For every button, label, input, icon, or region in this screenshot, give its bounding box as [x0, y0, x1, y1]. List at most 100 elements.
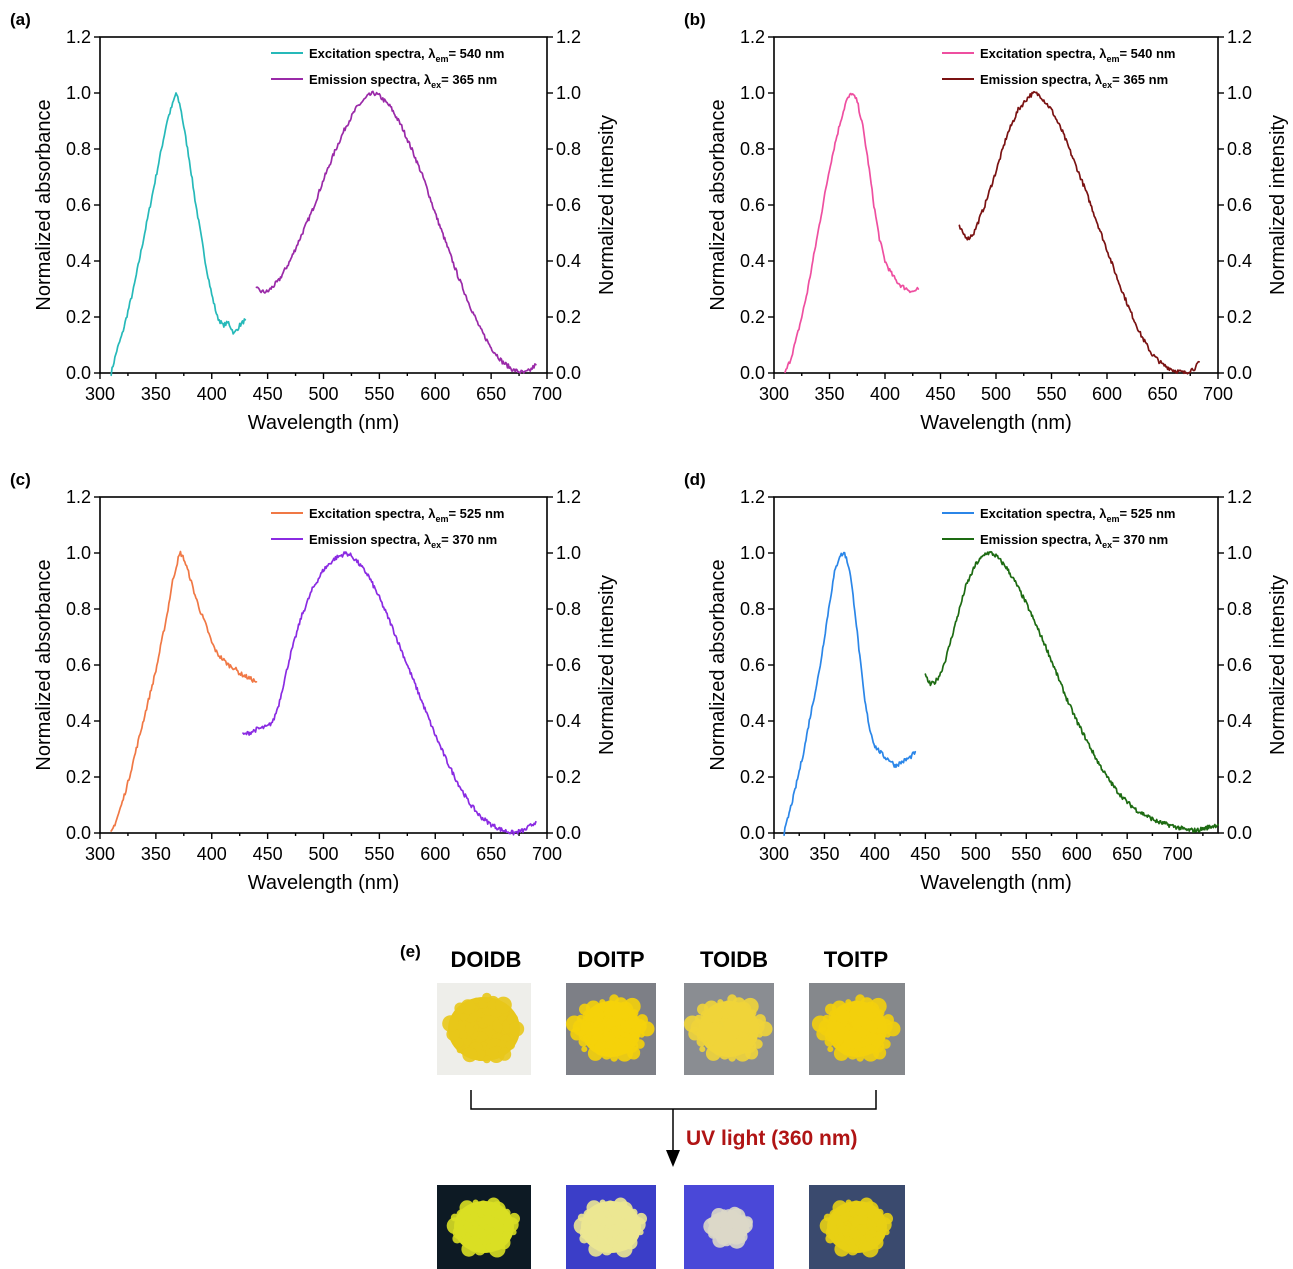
x-tick-label: 550	[364, 844, 394, 864]
y-tick-label-right: 0.6	[556, 655, 581, 675]
powder-grain	[861, 1240, 879, 1258]
y-tick-label-left: 0.2	[740, 767, 765, 787]
legend-entry: Excitation spectra, λem= 525 nm	[309, 506, 504, 524]
powder-grain	[683, 1015, 701, 1033]
sample-name-doidb: DOIDB	[451, 947, 522, 972]
legend-entry: Excitation spectra, λem= 540 nm	[309, 46, 504, 64]
powder-grain	[834, 1241, 850, 1257]
excitation-series-line	[110, 92, 247, 377]
x-tick-label: 650	[476, 844, 506, 864]
y-tick-label-right: 0.2	[556, 307, 581, 327]
uv-light-label: UV light (360 nm)	[686, 1127, 858, 1150]
y-tick-label-left: 0.6	[740, 195, 765, 215]
powder-grain	[856, 1053, 864, 1062]
powder-grain	[707, 1217, 716, 1226]
y-tick-label-right: 0.0	[1227, 823, 1252, 843]
powder-grain	[635, 1212, 647, 1225]
powder-grain	[743, 1227, 750, 1234]
excitation-series-line	[783, 551, 917, 837]
powder-grain	[696, 1037, 707, 1047]
powder-grain	[599, 999, 606, 1006]
powder-grain	[614, 1197, 628, 1211]
y-tick-label-left: 0.6	[740, 655, 765, 675]
powder-grain	[741, 997, 759, 1015]
powder-grain	[885, 1021, 901, 1037]
powder-grain	[819, 1217, 837, 1235]
y-tick-label-right: 1.0	[1227, 83, 1252, 103]
chart-panel-d: (d) 300 350 400 450 500 550 600 650 700 0.0 0.0 0.2 0…	[684, 470, 1289, 894]
y-tick-label-left: 0.6	[66, 195, 91, 215]
bracket-line	[470, 1090, 877, 1110]
powder-grain	[505, 1040, 516, 1050]
x-tick-label: 550	[364, 384, 394, 404]
powder-grain	[508, 1212, 520, 1225]
x-tick-label: 350	[809, 844, 839, 864]
legend-entry: Excitation spectra, λem= 540 nm	[980, 46, 1175, 64]
y-tick-label-right: 0.8	[1227, 599, 1252, 619]
panel-label-b: (b)	[684, 10, 706, 29]
powder-grain	[579, 1003, 591, 1015]
plot-frame	[773, 496, 1219, 834]
x-tick-label: 600	[420, 844, 450, 864]
powder-grain	[452, 1233, 463, 1244]
y-tick-label-right: 0.2	[556, 767, 581, 787]
sample-photos	[437, 983, 905, 1269]
powder-grain	[472, 1199, 479, 1206]
photo-uv-doitp	[566, 1185, 656, 1269]
powder-grain	[581, 1046, 588, 1053]
powder-grain	[462, 1047, 478, 1063]
y-tick-label-left: 1.2	[740, 27, 765, 47]
x-axis-label: Wavelength (nm)	[920, 412, 1072, 434]
y-tick-label-left: 0.0	[66, 363, 91, 383]
x-tick-label: 550	[1036, 384, 1066, 404]
powder-grain	[510, 1229, 517, 1236]
powder-grain	[869, 997, 887, 1015]
powder-grain	[461, 1241, 477, 1257]
y-tick-label-right: 0.8	[556, 599, 581, 619]
y-tick-label-left: 0.8	[740, 599, 765, 619]
emission-series-line	[924, 550, 1219, 833]
y-tick-label-left: 0.6	[66, 655, 91, 675]
y-tick-label-left: 0.4	[66, 251, 91, 271]
plot-frame	[99, 496, 548, 834]
powder-grain	[825, 1003, 837, 1015]
powder-grain	[832, 1200, 848, 1216]
x-tick-label: 500	[308, 844, 338, 864]
powder-grain	[482, 1055, 491, 1064]
y-tick-label-left: 0.2	[66, 307, 91, 327]
x-tick-label: 700	[532, 844, 562, 864]
y-tick-label-left: 1.2	[740, 487, 765, 507]
x-tick-label: 400	[197, 384, 227, 404]
sample-name-doitp: DOITP	[577, 947, 644, 972]
powder-grain	[454, 1037, 464, 1048]
powder-grain	[824, 1037, 835, 1047]
y-axis-label-right: Normalized intensity	[1267, 575, 1289, 755]
y-tick-label-left: 1.0	[66, 543, 91, 563]
powder-grain	[609, 994, 619, 1004]
y-tick-label-left: 0.4	[740, 711, 765, 731]
y-tick-label-right: 0.4	[556, 711, 581, 731]
powder-grain	[728, 1206, 742, 1220]
powder-grain	[721, 1209, 727, 1216]
y-tick-label-left: 1.0	[740, 543, 765, 563]
y-tick-label-left: 0.8	[66, 599, 91, 619]
powder-grain	[482, 992, 492, 1003]
x-tick-label: 650	[1147, 384, 1177, 404]
powder-grain	[833, 1045, 849, 1061]
powder-grain	[601, 1048, 613, 1060]
x-tick-label: 600	[1062, 844, 1092, 864]
powder-grain	[578, 1037, 589, 1047]
y-tick-label-right: 1.2	[556, 487, 581, 507]
y-axis-label-left: Normalized absorbance	[707, 99, 729, 310]
excitation-series-line	[784, 92, 920, 374]
powder-grain	[456, 1047, 463, 1054]
powder-grain	[498, 1047, 512, 1061]
powder-grain	[855, 994, 865, 1004]
powder-grain	[454, 1002, 466, 1014]
y-axis-label-left: Normalized absorbance	[707, 559, 729, 770]
excitation-series-line	[110, 550, 258, 832]
plot-frame	[99, 36, 548, 374]
y-tick-label-left: 1.0	[740, 83, 765, 103]
x-tick-label: 450	[925, 384, 955, 404]
